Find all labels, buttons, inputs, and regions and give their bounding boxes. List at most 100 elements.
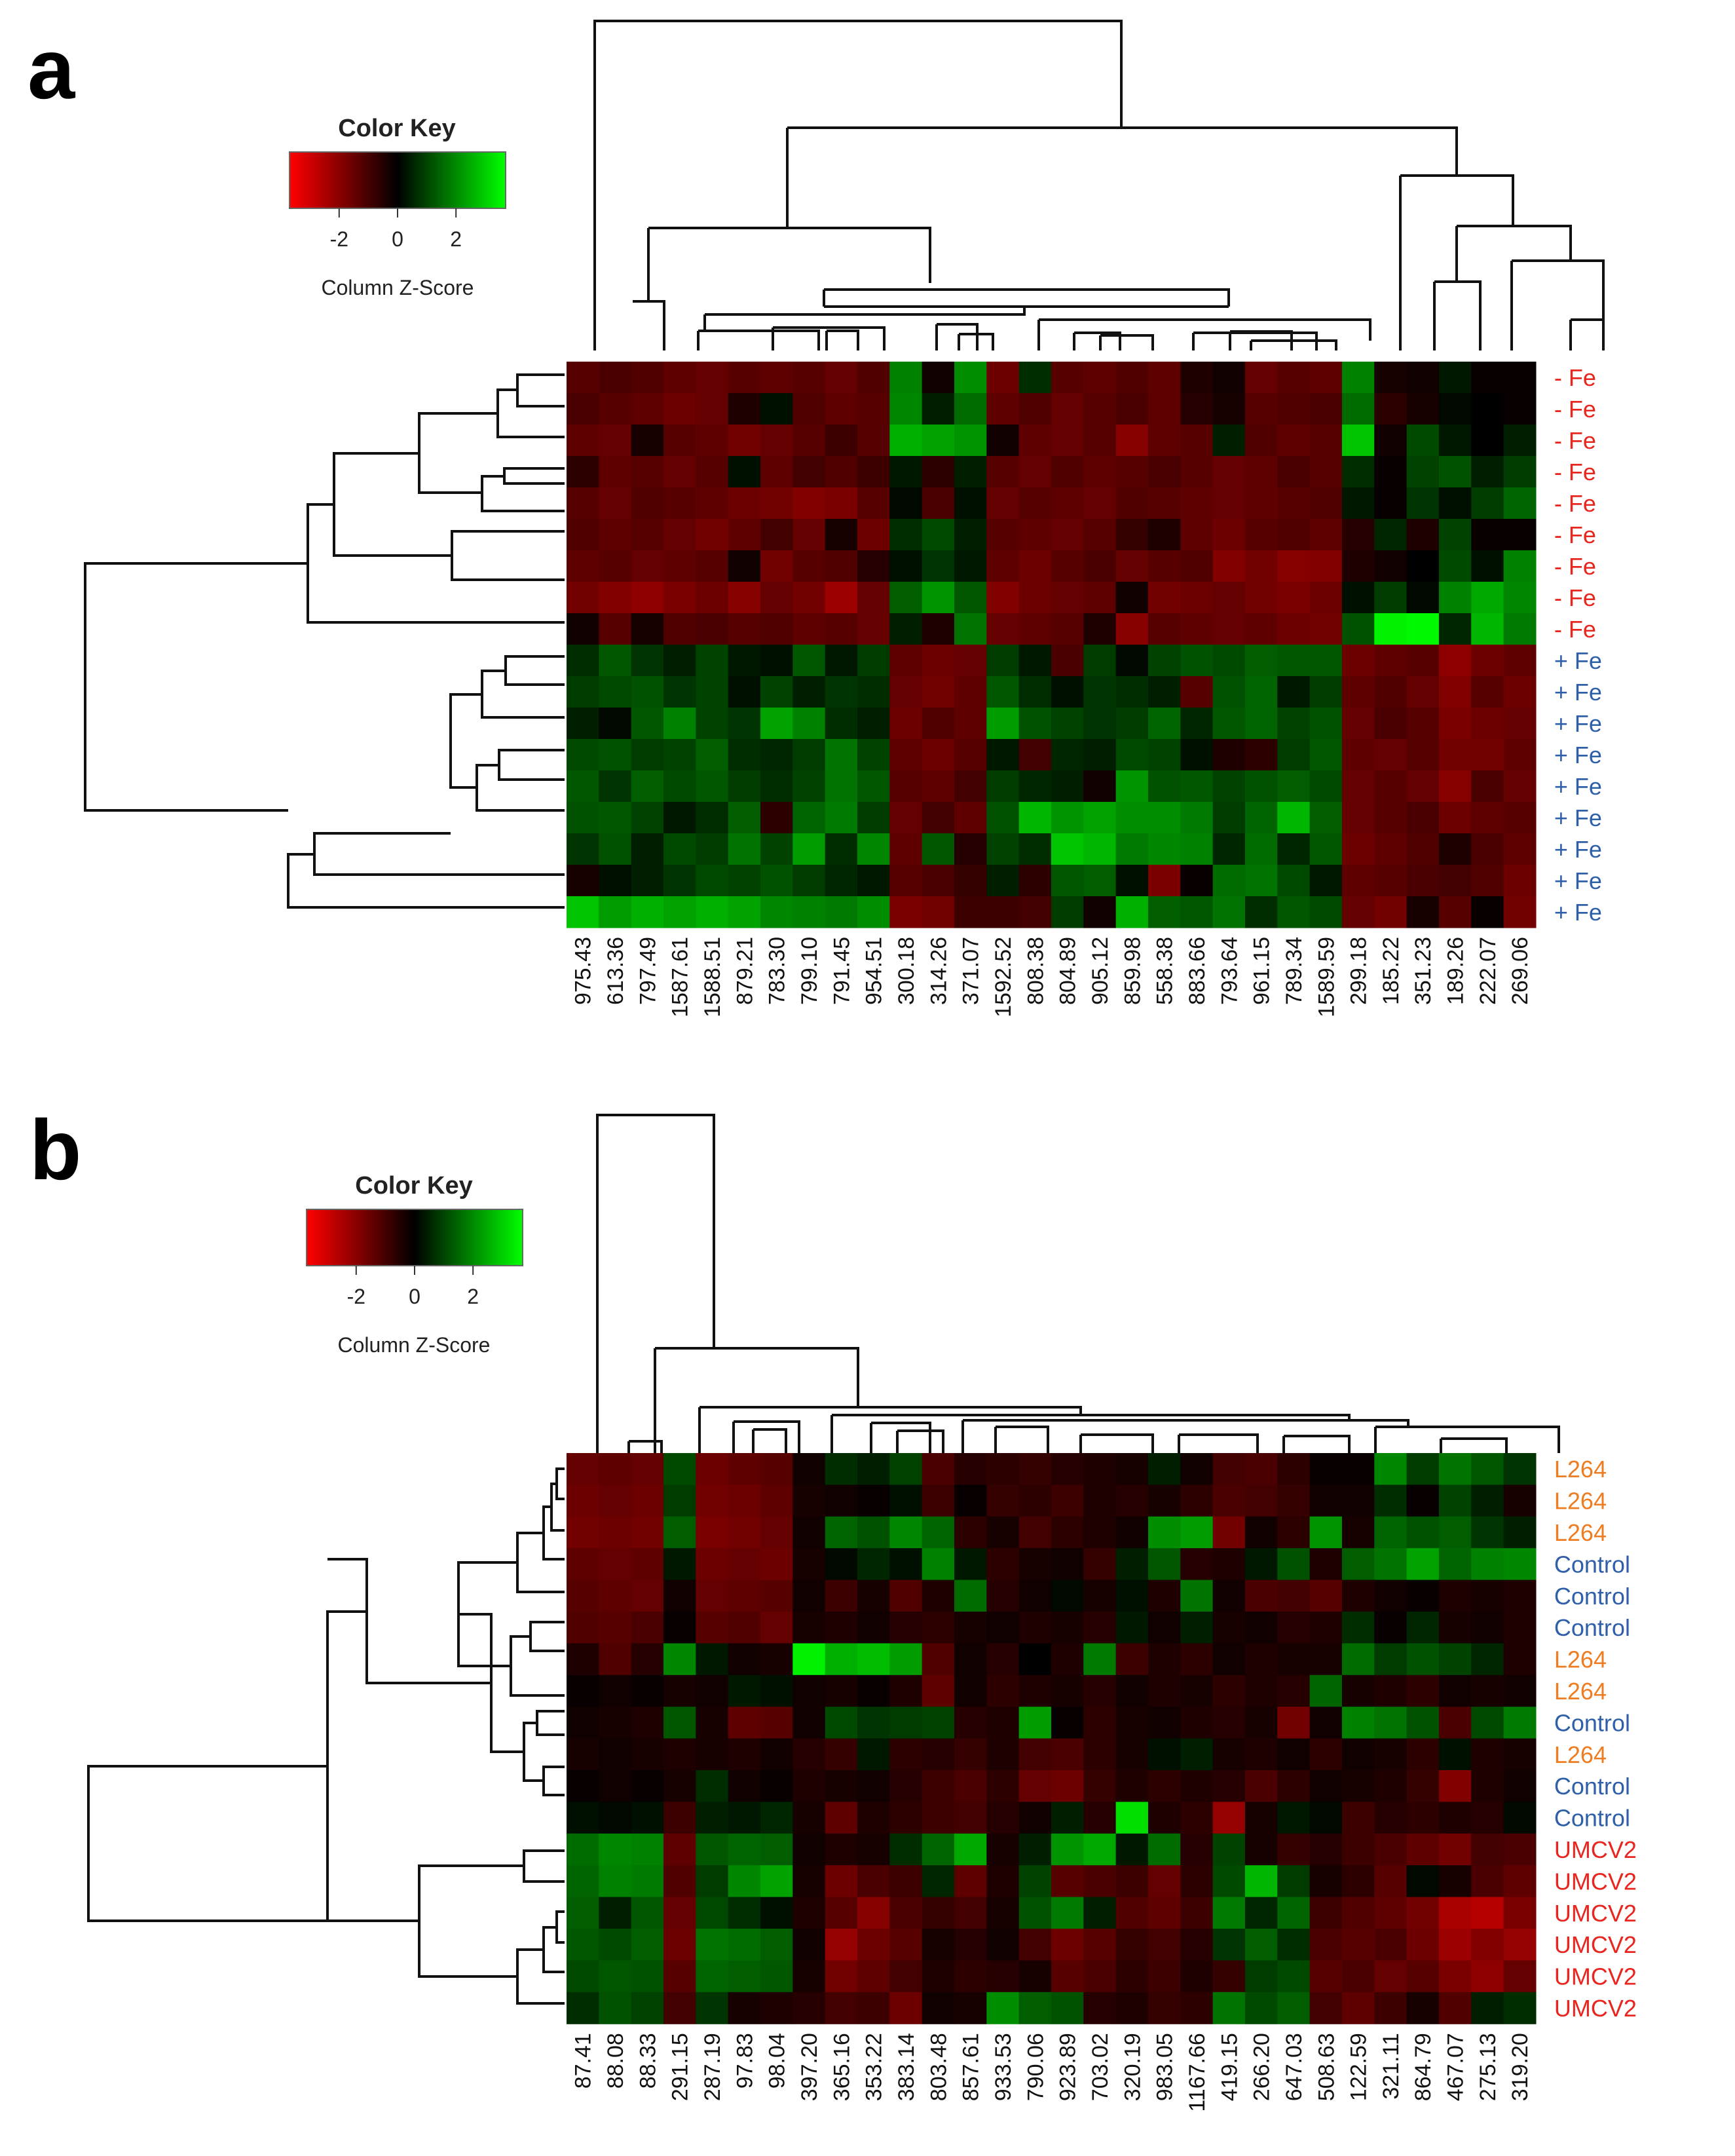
heatmap-cell [922, 1485, 955, 1517]
column-label: 321.11 [1379, 2033, 1404, 2099]
heatmap-cell [1115, 896, 1149, 928]
heatmap-cell [567, 1453, 599, 1485]
heatmap-cell [728, 770, 761, 803]
heatmap-cell [1115, 1802, 1149, 1834]
heatmap-cell [825, 802, 858, 834]
heatmap-cell [1083, 393, 1117, 425]
heatmap-cell [793, 1548, 826, 1581]
panel-b: b Color Key -2 0 2 Column Z-Score 87.41 88.… [29, 1102, 1637, 2112]
heatmap-cell [1083, 487, 1117, 520]
heatmap-cell [954, 1865, 987, 1898]
heatmap-cell [857, 1548, 890, 1581]
row-label: Control [1554, 1551, 1630, 1578]
heatmap-cell [825, 582, 858, 614]
row-label: L264 [1554, 1678, 1607, 1705]
heatmap-cell [1147, 456, 1181, 488]
heatmap-cell [1471, 1548, 1504, 1581]
heatmap-cell [696, 1865, 729, 1898]
heatmap-cell [1471, 1643, 1504, 1676]
heatmap-cell [1277, 770, 1311, 803]
heatmap-cell [1244, 802, 1278, 834]
heatmap-cell [954, 1548, 987, 1581]
heatmap-cell [696, 519, 729, 551]
heatmap-cell [1438, 896, 1472, 928]
heatmap-cell [1018, 550, 1052, 582]
heatmap-cell [1018, 393, 1052, 425]
heatmap-cell [1503, 519, 1537, 551]
heatmap-cell [728, 1833, 761, 1866]
column-label: 1167.66 [1185, 2033, 1210, 2111]
heatmap-cell [1115, 362, 1149, 394]
heatmap-cell [1212, 1707, 1246, 1739]
heatmap-cell [760, 1707, 793, 1739]
heatmap-cell [889, 1674, 923, 1707]
heatmap-cell [1051, 896, 1084, 928]
heatmap-cell [1180, 676, 1214, 708]
heatmap-cell [793, 1865, 826, 1898]
heatmap-cell [1051, 1612, 1084, 1644]
heatmap-cell [857, 1579, 890, 1612]
heatmap-cell [1374, 1960, 1408, 1993]
panel-a: a Color Key -2 0 2 Column Z-Score 975.43 61… [28, 20, 1605, 1017]
heatmap-cell [857, 865, 890, 897]
color-key-label: Column Z-Score [322, 276, 474, 299]
heatmap-cell [696, 1770, 729, 1802]
heatmap-cell [1341, 708, 1375, 740]
heatmap-cell [728, 1516, 761, 1549]
heatmap-cell [631, 1770, 664, 1802]
heatmap-cell [1212, 1612, 1246, 1644]
heatmap-cell [889, 1802, 923, 1834]
heatmap-cell [825, 1453, 858, 1485]
heatmap-cell [1083, 1612, 1117, 1644]
heatmap-cell [663, 739, 696, 771]
heatmap-cell [728, 833, 761, 865]
heatmap-cell [1406, 708, 1440, 740]
heatmap-cell [728, 1865, 761, 1898]
heatmap-cell [1471, 487, 1504, 520]
heatmap-cell [1471, 1674, 1504, 1707]
heatmap-cell [1341, 739, 1375, 771]
column-label: 859.98 [1120, 937, 1145, 1005]
heatmap-cell [793, 739, 826, 771]
heatmap-cell [954, 519, 987, 551]
heatmap-cell [954, 1833, 987, 1866]
heatmap-cell [631, 425, 664, 457]
heatmap-cell [663, 865, 696, 897]
heatmap-cell [1374, 519, 1408, 551]
heatmap-cell [1277, 708, 1311, 740]
heatmap-cell [889, 1612, 923, 1644]
heatmap-cell [663, 487, 696, 520]
heatmap-cell [922, 833, 955, 865]
heatmap-cell [1018, 802, 1052, 834]
heatmap-cell [1374, 456, 1408, 488]
heatmap-cell [631, 487, 664, 520]
heatmap-cell [954, 1516, 987, 1549]
heatmap-cell [663, 1707, 696, 1739]
heatmap-cell [1083, 708, 1117, 740]
heatmap-cell [889, 1548, 923, 1581]
heatmap-cell [1051, 1865, 1084, 1898]
heatmap-cell [1277, 1548, 1311, 1581]
heatmap-cell [1277, 645, 1311, 677]
heatmap-cell [825, 1612, 858, 1644]
heatmap-cell [1115, 833, 1149, 865]
heatmap-cell [1180, 1548, 1214, 1581]
heatmap-cell [1277, 1960, 1311, 1993]
heatmap-cell [1503, 613, 1537, 645]
row-labels-b: L264 L264 L264 Control Control Control L264 L26… [1554, 1456, 1637, 2022]
heatmap-cell [1244, 1485, 1278, 1517]
heatmap-cell [1051, 802, 1084, 834]
column-label: 1592.52 [991, 937, 1016, 1017]
column-label: 961.15 [1250, 937, 1275, 1005]
column-label: 269.06 [1508, 937, 1533, 1005]
column-label: 397.20 [797, 2033, 822, 2101]
heatmap-cell [1406, 519, 1440, 551]
heatmap-cell [922, 1738, 955, 1771]
heatmap-cell [728, 1960, 761, 1993]
heatmap-cell [1309, 425, 1343, 457]
heatmap-cell [663, 1485, 696, 1517]
heatmap-cell [663, 1643, 696, 1676]
heatmap-cell [599, 1929, 632, 1961]
heatmap-cell [922, 613, 955, 645]
heatmap-cell [825, 865, 858, 897]
